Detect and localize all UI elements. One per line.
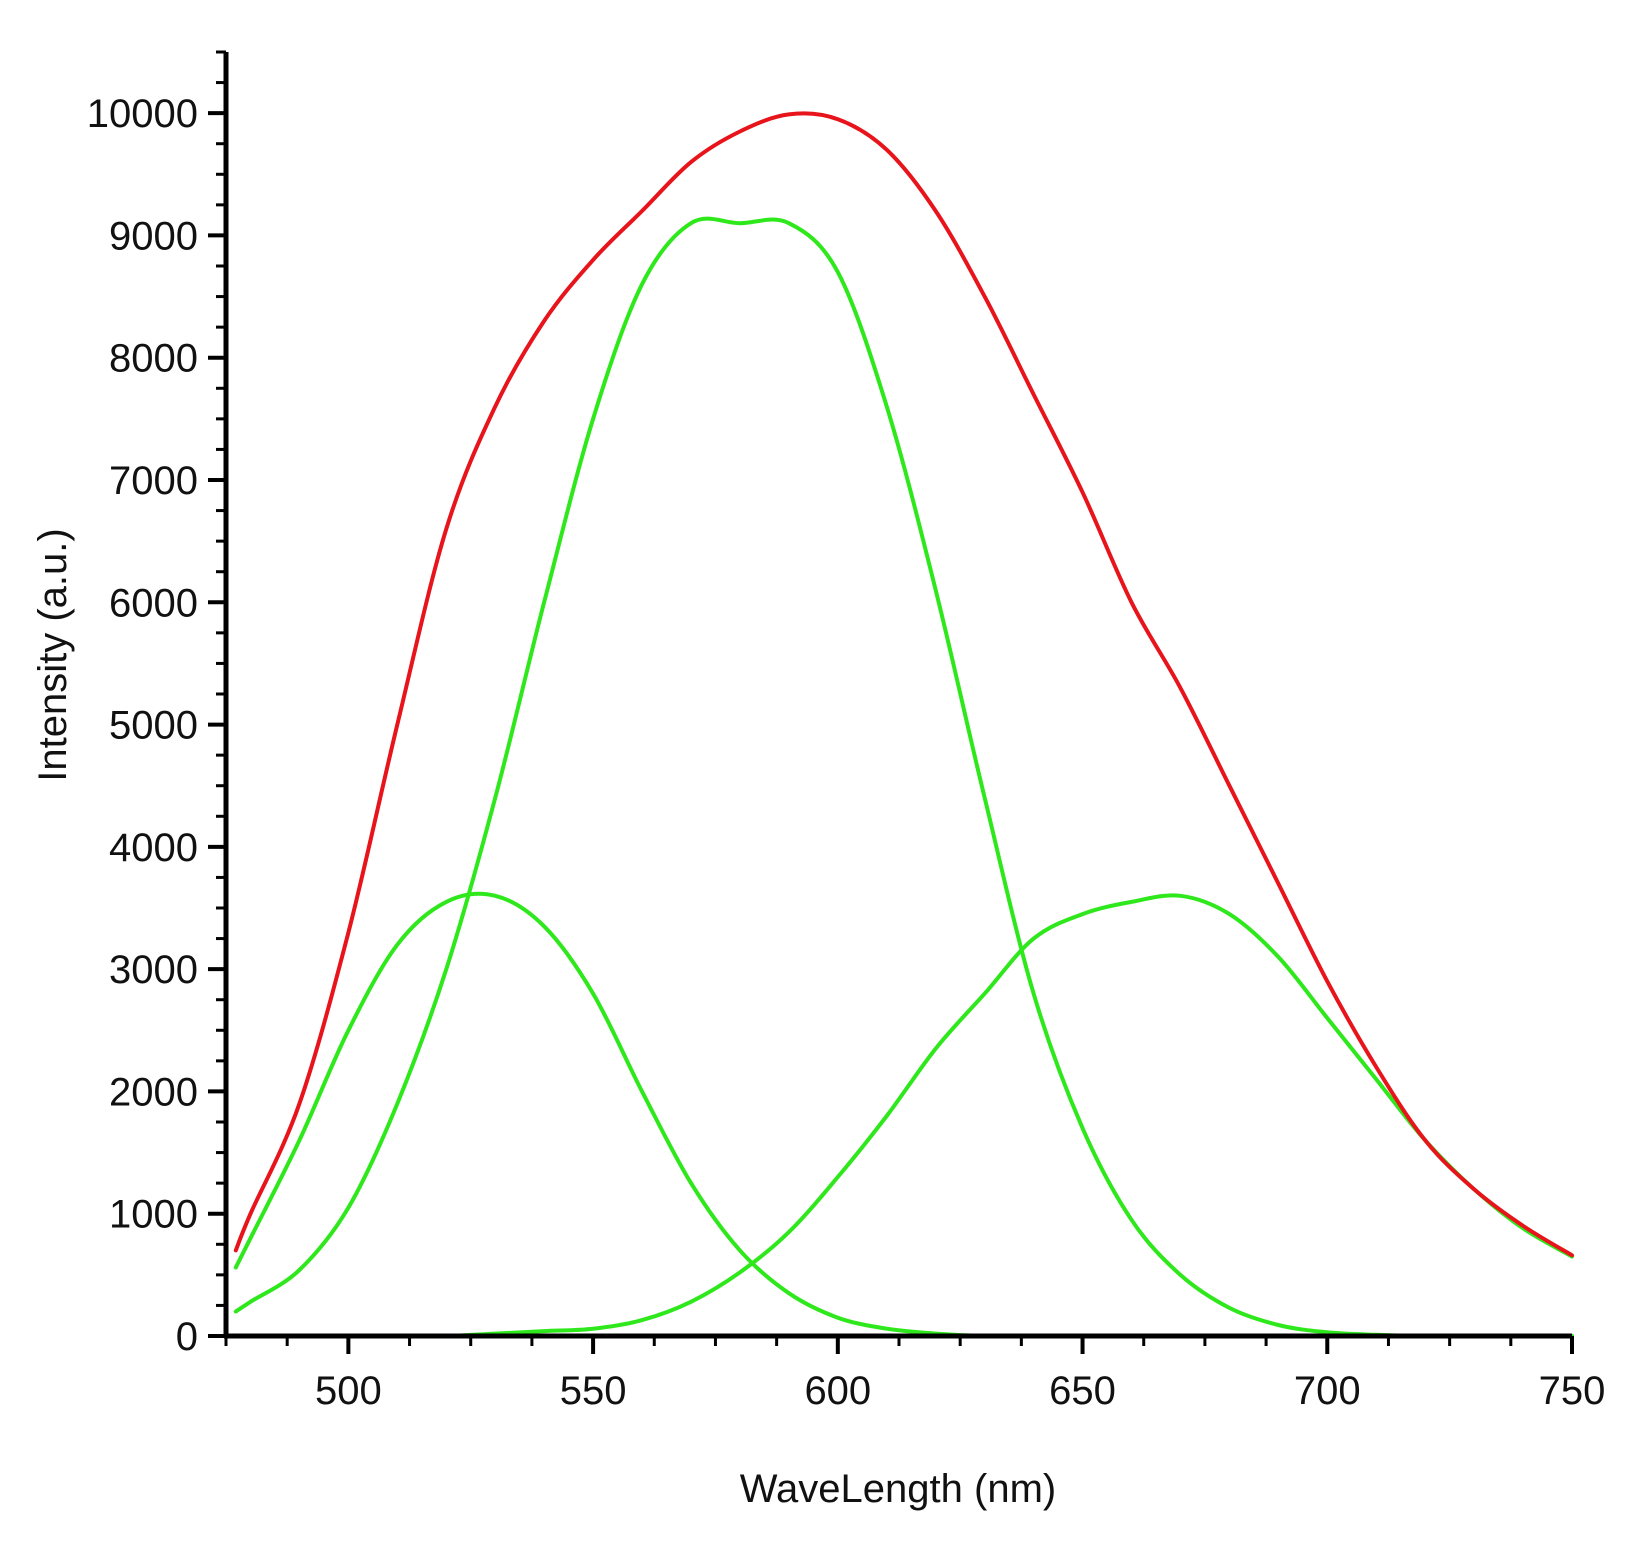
x-tick-label: 600	[804, 1369, 871, 1413]
x-tick-label: 650	[1049, 1369, 1116, 1413]
y-tick-label: 6000	[109, 581, 198, 625]
x-tick-label: 500	[315, 1369, 382, 1413]
y-tick-label: 2000	[109, 1070, 198, 1114]
axes-layer	[223, 52, 1572, 1339]
x-tick-label: 750	[1539, 1369, 1606, 1413]
y-tick-label: 3000	[109, 948, 198, 992]
series-line-4	[233, 893, 1574, 1339]
series-line-1	[233, 111, 1574, 1258]
ticks-layer: 500 550 600 650 700 750 0 1000 2000 3000 4000 5000 6…	[87, 50, 1606, 1413]
y-tick-label: 0	[176, 1315, 198, 1359]
x-tick-label: 550	[560, 1369, 627, 1413]
y-tick-label: 7000	[109, 459, 198, 503]
y-tick-label: 9000	[109, 214, 198, 258]
y-tick-label: 1000	[109, 1193, 198, 1237]
x-axis-title: WaveLength (nm)	[740, 1467, 1056, 1511]
y-tick-label: 5000	[109, 704, 198, 748]
y-axis-title: Intensity (a.u.)	[31, 528, 75, 781]
y-tick-label: 10000	[87, 92, 198, 136]
y-tick-label: 8000	[109, 337, 198, 381]
y-tick-label: 4000	[109, 826, 198, 870]
series-line-2	[233, 891, 1574, 1339]
x-tick-label: 700	[1294, 1369, 1361, 1413]
series-line-3	[233, 216, 1574, 1339]
series-layer	[233, 111, 1574, 1339]
